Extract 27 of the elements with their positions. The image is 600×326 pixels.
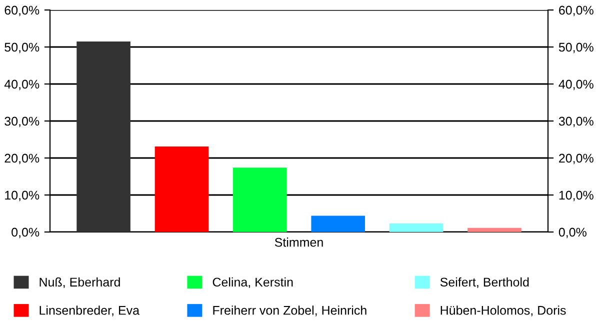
legend-label: Celina, Kerstin	[212, 277, 293, 288]
y-tick-label: 30,0%	[4, 116, 40, 128]
y-tick-label: 0,0%	[12, 228, 40, 238]
y-tick-label: 20,0%	[4, 154, 40, 164]
y-tick-label: 40,0%	[4, 80, 40, 90]
y-tick-label: 50,0%	[4, 42, 40, 54]
bar	[233, 168, 287, 232]
text: 40,0%	[558, 80, 594, 90]
y-tick-label: 10,0%	[5, 190, 40, 202]
legend-label: Hüben-Holomos, Doris	[440, 306, 566, 316]
bar	[154, 146, 209, 232]
text: 20,0%	[559, 154, 594, 164]
text: 30,0%	[558, 116, 594, 128]
text: 0,0%	[558, 228, 586, 238]
legend-label: Seifert, Berthold	[440, 277, 529, 288]
y-tick-label: 60,0%	[4, 6, 40, 16]
bar	[311, 216, 365, 232]
x-tick-label: Stimmen	[274, 238, 323, 247]
text: 10,0%	[559, 190, 594, 202]
legend-label: Linsenbreder, Eva	[40, 306, 140, 316]
text: 50,0%	[558, 42, 594, 54]
bar	[76, 41, 130, 232]
legend-label: Nuß, Eberhard	[40, 277, 120, 288]
bar	[468, 228, 522, 232]
text: 60,0%	[559, 6, 594, 16]
bar	[389, 223, 444, 232]
legend-label: Freiherr von Zobel, Heinrich	[213, 306, 366, 316]
